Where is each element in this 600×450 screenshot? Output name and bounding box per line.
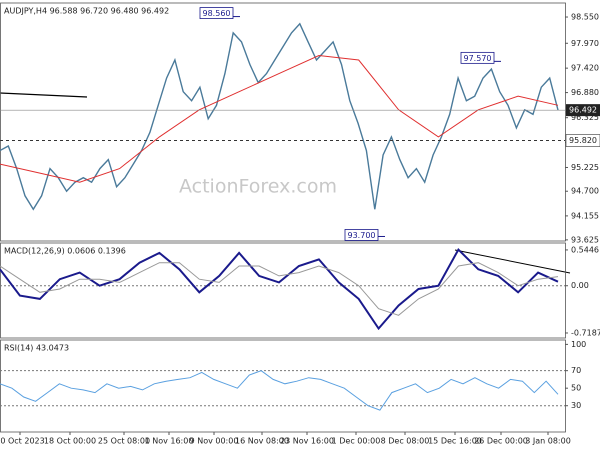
x-tick-label: 23 Nov 16:00 — [280, 437, 334, 446]
x-tick-label: 18 Oct 00:00 — [44, 437, 96, 446]
y-tick-label: 97.420 — [571, 64, 599, 73]
x-tick-label: 9 Nov 00:00 — [190, 437, 239, 446]
y-tick-label: 70 — [571, 366, 581, 375]
panel-frame — [0, 2, 566, 242]
last-price-label: 96.492 — [569, 106, 597, 115]
annotation-label: 98.560 — [203, 9, 231, 18]
annotation-box — [199, 7, 234, 19]
y-tick-label: 97.970 — [571, 39, 599, 48]
series-line — [0, 54, 559, 183]
x-tick-label: 15 Dec 16:00 — [428, 437, 482, 446]
y-tick-label: 0.5446 — [571, 245, 599, 254]
series-line — [0, 370, 559, 411]
last-price-box — [566, 104, 600, 117]
x-tick-label: 26 Dec 00:00 — [474, 437, 528, 446]
y-tick-label: 94.700 — [571, 187, 599, 196]
x-tick-label: 16 Nov 08:00 — [235, 437, 289, 446]
panel-frame — [0, 242, 566, 339]
y-tick-label: 0.00 — [571, 281, 589, 290]
level-box — [565, 134, 600, 147]
panel-title: AUDJPY,H4 96.588 96.720 96.480 96.492 — [4, 7, 169, 16]
x-tick-label: 1 Dec 00:00 — [332, 437, 381, 446]
watermark: ActionForex.com — [179, 176, 337, 198]
annotation-label: 97.570 — [464, 54, 492, 63]
x-tick-label: 1 Nov 16:00 — [145, 437, 194, 446]
series-line — [0, 262, 559, 316]
x-tick-label: 3 Jan 08:00 — [525, 437, 571, 446]
y-tick-label: 96.880 — [571, 88, 599, 97]
y-tick-label: -0.7187 — [571, 328, 600, 337]
level-label: 95.820 — [569, 136, 597, 145]
panel-frame — [0, 339, 566, 433]
x-tick-label: 25 Oct 08:00 — [98, 437, 150, 446]
panel-title: MACD(12,26,9) 0.0606 0.1396 — [4, 247, 126, 256]
panel-title: RSI(14) 43.0473 — [4, 344, 69, 353]
series-line — [0, 247, 559, 331]
annotation-box — [344, 229, 379, 241]
trend-line — [454, 249, 571, 274]
y-tick-label: 98.550 — [571, 13, 599, 22]
annotation-label: 93.700 — [348, 231, 376, 240]
y-tick-label: 95.225 — [571, 163, 599, 172]
y-tick-label: 30 — [571, 401, 581, 410]
y-tick-label: 96.325 — [571, 113, 599, 122]
x-tick-label: 8 Dec 08:00 — [381, 437, 430, 446]
y-tick-label: 93.625 — [571, 235, 599, 244]
x-tick-label: 10 Oct 2023 — [0, 437, 45, 446]
series-line — [0, 22, 559, 211]
annotation-box — [460, 51, 495, 64]
y-tick-label: 94.155 — [571, 211, 599, 220]
trend-line — [0, 92, 88, 98]
y-tick-label: 50 — [571, 384, 581, 393]
y-tick-label: 100 — [571, 340, 586, 349]
